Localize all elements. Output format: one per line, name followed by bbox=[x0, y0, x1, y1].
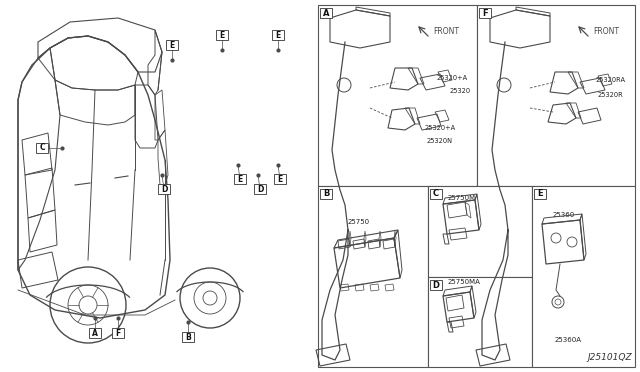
Text: E: E bbox=[170, 41, 175, 49]
Bar bbox=[254, 184, 266, 194]
Text: FRONT: FRONT bbox=[593, 26, 619, 35]
Bar bbox=[166, 40, 178, 50]
Text: 25750MA: 25750MA bbox=[448, 279, 481, 285]
Bar bbox=[477, 5, 635, 186]
Text: B: B bbox=[323, 189, 329, 199]
Text: E: E bbox=[537, 189, 543, 199]
Text: 25320RA: 25320RA bbox=[596, 77, 626, 83]
Bar bbox=[158, 184, 170, 194]
Text: 25320N: 25320N bbox=[427, 138, 453, 144]
Text: C: C bbox=[39, 144, 45, 153]
Text: D: D bbox=[161, 185, 167, 193]
Text: 25320: 25320 bbox=[450, 88, 471, 94]
Bar bbox=[272, 30, 284, 40]
Text: 25360: 25360 bbox=[553, 212, 575, 218]
Text: 25750M: 25750M bbox=[448, 195, 476, 201]
Bar bbox=[320, 8, 332, 18]
Bar bbox=[318, 5, 477, 186]
Bar bbox=[216, 30, 228, 40]
Bar bbox=[318, 186, 428, 367]
Bar bbox=[430, 189, 442, 199]
Bar bbox=[112, 328, 124, 338]
Text: D: D bbox=[433, 280, 440, 289]
Text: E: E bbox=[237, 174, 243, 183]
Bar bbox=[234, 174, 246, 184]
Text: 25320+A: 25320+A bbox=[425, 125, 456, 131]
Text: A: A bbox=[92, 328, 98, 337]
Text: C: C bbox=[433, 189, 439, 199]
Text: B: B bbox=[185, 333, 191, 341]
Text: 25320+A: 25320+A bbox=[437, 75, 468, 81]
Bar bbox=[428, 186, 532, 277]
Text: F: F bbox=[115, 328, 120, 337]
Text: E: E bbox=[220, 31, 225, 39]
Text: F: F bbox=[482, 9, 488, 17]
Bar bbox=[89, 328, 101, 338]
Text: E: E bbox=[277, 174, 283, 183]
Bar bbox=[534, 189, 546, 199]
Text: 25320R: 25320R bbox=[598, 92, 624, 98]
Bar bbox=[182, 332, 194, 342]
Text: 25360A: 25360A bbox=[555, 337, 582, 343]
Bar bbox=[36, 143, 48, 153]
Text: D: D bbox=[257, 185, 263, 193]
Bar bbox=[479, 8, 491, 18]
Bar bbox=[320, 189, 332, 199]
Bar bbox=[430, 280, 442, 290]
Text: 25750: 25750 bbox=[348, 219, 370, 225]
Text: A: A bbox=[323, 9, 329, 17]
Bar bbox=[532, 186, 635, 367]
Text: FRONT: FRONT bbox=[433, 26, 459, 35]
Text: E: E bbox=[275, 31, 280, 39]
Bar bbox=[428, 277, 532, 367]
Text: J25101QZ: J25101QZ bbox=[588, 353, 632, 362]
Bar bbox=[274, 174, 286, 184]
